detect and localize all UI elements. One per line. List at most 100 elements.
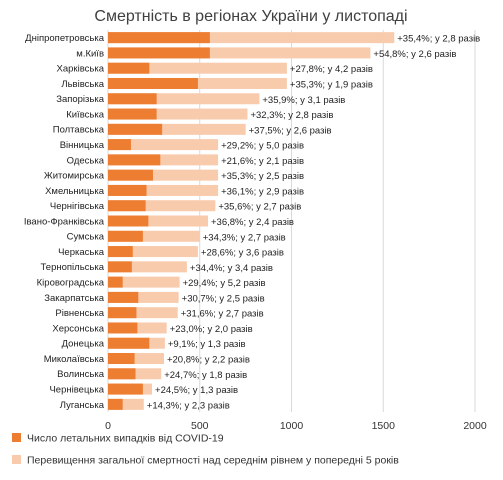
legend-swatch-covid bbox=[12, 433, 21, 442]
bar-covid-8 bbox=[108, 154, 161, 166]
annotation-label-15: +34,4%; у 3,4 разів bbox=[190, 263, 273, 274]
category-label-24: Луганська bbox=[60, 400, 105, 411]
bar-covid-13 bbox=[108, 230, 143, 242]
category-label-4: Запорізька bbox=[56, 94, 105, 105]
bar-covid-20 bbox=[108, 337, 150, 349]
annotation-label-11: +35,6%; у 2,7 разів bbox=[218, 202, 301, 213]
annotation-label-18: +31,6%; у 2,7 разів bbox=[181, 309, 264, 320]
bar-excess-6 bbox=[108, 123, 246, 135]
bar-covid-2 bbox=[108, 62, 150, 74]
annotation-label-24: +14,3%; у 2,3 разів bbox=[147, 400, 230, 411]
bar-excess-18 bbox=[108, 307, 178, 319]
category-label-3: Львівська bbox=[61, 79, 104, 90]
category-label-2: Харківська bbox=[57, 64, 105, 75]
category-label-18: Рівненська bbox=[55, 308, 104, 319]
bar-covid-10 bbox=[108, 184, 147, 196]
category-label-13: Сумська bbox=[67, 232, 105, 243]
category-label-17: Закарпатська bbox=[44, 293, 104, 304]
bar-excess-13 bbox=[108, 230, 200, 242]
bar-excess-14 bbox=[108, 246, 198, 258]
bar-covid-6 bbox=[108, 123, 163, 135]
bar-excess-7 bbox=[108, 139, 219, 151]
category-label-1: м.Київ bbox=[76, 48, 104, 59]
category-label-8: Одеська bbox=[67, 155, 105, 166]
category-label-16: Кіровоградська bbox=[37, 278, 105, 289]
category-label-14: Черкаська bbox=[58, 247, 105, 258]
category-label-19: Херсонська bbox=[52, 323, 104, 334]
bar-excess-8 bbox=[108, 154, 219, 166]
annotation-label-6: +37,5%; у 2,6 разів bbox=[249, 125, 332, 136]
bar-excess-2 bbox=[108, 62, 287, 74]
annotation-label-21: +20,8%; у 2,2 разів bbox=[167, 355, 250, 366]
category-label-5: Київська bbox=[66, 109, 104, 120]
annotation-label-8: +21,6%; у 2,1 разів bbox=[221, 156, 304, 167]
category-label-22: Волинська bbox=[57, 369, 105, 380]
category-label-10: Хмельницька bbox=[45, 186, 105, 197]
annotation-label-13: +34,3%; у 2,7 разів bbox=[203, 232, 286, 243]
annotation-label-14: +28,6%; у 3,6 разів bbox=[201, 248, 284, 259]
legend-swatch-excess bbox=[12, 455, 21, 464]
category-label-15: Тернопільська bbox=[41, 262, 105, 273]
bar-covid-15 bbox=[108, 261, 132, 273]
bar-excess-10 bbox=[108, 184, 219, 196]
bar-excess-11 bbox=[108, 200, 216, 212]
bar-excess-24 bbox=[108, 398, 144, 410]
bar-excess-5 bbox=[108, 108, 248, 120]
annotation-label-7: +29,2%; у 5,0 разів bbox=[221, 141, 304, 152]
category-label-21: Миколаївська bbox=[44, 354, 105, 365]
x-tick-label-3: 1500 bbox=[372, 420, 396, 432]
bar-excess-15 bbox=[108, 261, 187, 273]
labels-layer: Дніпропетровська +35,4%; у 2,8 разів м.Киї… bbox=[24, 33, 480, 411]
bar-covid-5 bbox=[108, 108, 157, 120]
legend-label-covid: Число летальних випадків від COVID-19 bbox=[27, 433, 224, 445]
x-tick-label-0: 0 bbox=[105, 420, 111, 432]
x-tick-label-4: 2000 bbox=[463, 420, 487, 432]
category-label-11: Чернігівська bbox=[50, 201, 105, 212]
annotation-label-4: +35,9%; у 3,1 разів bbox=[262, 95, 345, 106]
chart-title: Смертність в регіонах України у листопад… bbox=[94, 8, 407, 25]
annotation-label-0: +35,4%; у 2,8 разів bbox=[397, 34, 480, 45]
legend-label-excess: Перевищення загальної смертності над сер… bbox=[27, 455, 399, 467]
annotation-label-22: +24,7%; у 1,8 разів bbox=[164, 370, 247, 381]
bar-covid-0 bbox=[108, 32, 210, 44]
category-label-20: Донецька bbox=[62, 339, 105, 350]
annotation-label-16: +29,4%; у 5,2 разів bbox=[183, 278, 266, 289]
bar-covid-24 bbox=[108, 398, 123, 410]
bar-excess-17 bbox=[108, 291, 179, 303]
ticks-layer: 0 500 1000 1500 2000 bbox=[105, 420, 487, 432]
bar-covid-19 bbox=[108, 322, 138, 334]
bar-excess-4 bbox=[108, 93, 260, 105]
annotation-label-19: +23,0%; у 2,0 разів bbox=[170, 324, 253, 335]
bars-layer bbox=[108, 32, 395, 410]
x-tick-label-1: 500 bbox=[191, 420, 209, 432]
bar-covid-1 bbox=[108, 47, 210, 59]
bar-covid-14 bbox=[108, 246, 133, 258]
annotation-label-17: +30,7%; у 2,5 разів bbox=[182, 293, 265, 304]
bar-covid-18 bbox=[108, 307, 137, 319]
bar-covid-16 bbox=[108, 276, 123, 288]
annotation-label-20: +9,1%; у 1,3 разів bbox=[168, 339, 246, 350]
annotation-label-10: +36,1%; у 2,9 разів bbox=[221, 186, 304, 197]
category-label-9: Житомирська bbox=[44, 171, 105, 182]
annotation-label-1: +54,8%; у 2,6 разів bbox=[373, 49, 456, 60]
category-label-23: Чернівецька bbox=[49, 384, 104, 395]
bar-covid-22 bbox=[108, 368, 136, 380]
bar-covid-3 bbox=[108, 77, 198, 89]
category-label-7: Вінницька bbox=[60, 140, 105, 151]
bar-covid-11 bbox=[108, 200, 146, 212]
annotation-label-5: +32,3%; у 2,8 разів bbox=[250, 110, 333, 121]
bar-covid-21 bbox=[108, 353, 135, 365]
bar-excess-12 bbox=[108, 215, 209, 227]
bar-covid-4 bbox=[108, 93, 157, 105]
bar-covid-17 bbox=[108, 291, 139, 303]
bar-excess-9 bbox=[108, 169, 219, 181]
bar-excess-21 bbox=[108, 353, 164, 365]
legend: Число летальних випадків від COVID-19 Пе… bbox=[12, 433, 399, 467]
bar-covid-23 bbox=[108, 383, 143, 395]
category-label-12: Івано-Франківська bbox=[24, 216, 105, 227]
bar-covid-9 bbox=[108, 169, 153, 181]
annotation-label-9: +35,3%; у 2,5 разів bbox=[221, 171, 304, 182]
bar-excess-1 bbox=[108, 47, 371, 59]
